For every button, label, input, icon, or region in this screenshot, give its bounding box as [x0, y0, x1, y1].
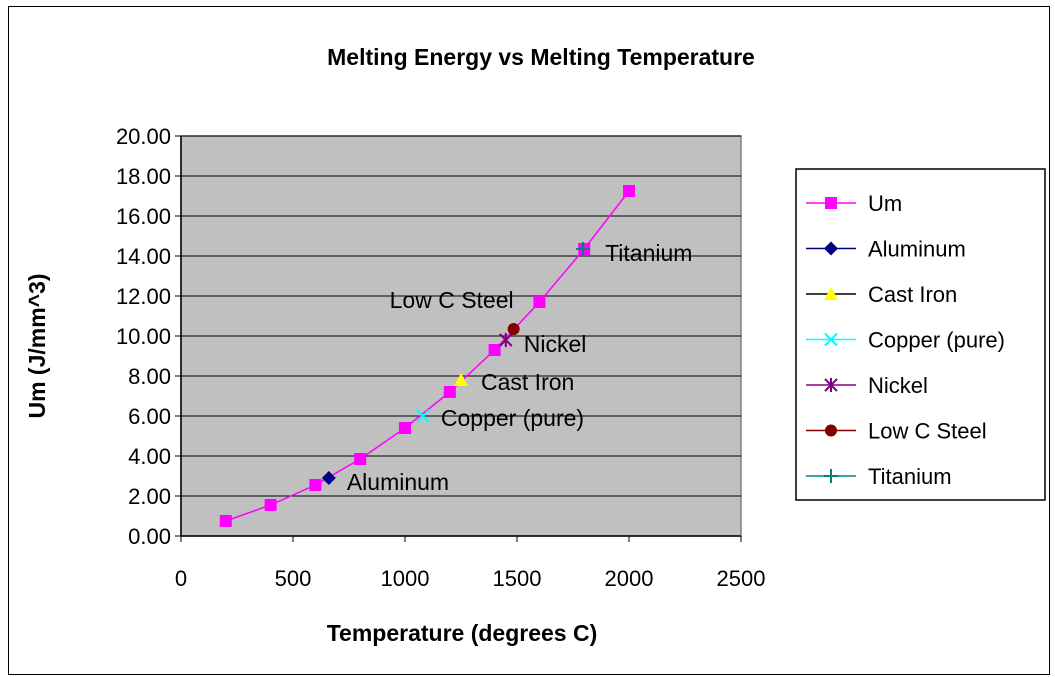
data-label-low-c-steel: Low C Steel	[390, 287, 514, 313]
legend-label: Copper (pure)	[868, 328, 1005, 353]
plot-area: 0.00 2.00 4.00 6.00 8.00 10.00 12.00 14.00 16.00…	[116, 124, 766, 591]
legend-item-titanium: Titanium	[806, 464, 952, 489]
legend-label: Cast Iron	[868, 282, 957, 307]
y-axis-title: Um (J/mm^3)	[24, 273, 50, 418]
series-aluminum: Aluminum	[321, 469, 449, 495]
series-um	[219, 185, 635, 527]
legend-item-aluminum: Aluminum	[806, 237, 966, 262]
data-point-um	[354, 453, 367, 465]
data-label-aluminum: Aluminum	[347, 469, 449, 495]
legend-marker	[824, 332, 838, 347]
legend-item-low-c-steel: Low C Steel	[806, 419, 987, 444]
data-point-um	[399, 422, 411, 434]
data-point-um	[488, 344, 501, 356]
data-label-cast-iron: Cast Iron	[481, 369, 574, 395]
series-titanium: Titanium	[576, 240, 692, 266]
x-tick-label: 1000	[381, 566, 430, 591]
y-tick-label: 16.00	[116, 204, 171, 229]
legend-label: Nickel	[868, 373, 928, 398]
legend-item-nickel: Nickel	[806, 373, 928, 398]
x-axis-title: Temperature (degrees C)	[327, 620, 598, 646]
y-tick-label: 6.00	[128, 404, 171, 429]
chart-title: Melting Energy vs Melting Temperature	[327, 44, 755, 70]
data-label-copper-pure: Copper (pure)	[441, 405, 584, 431]
y-tick-label: 4.00	[128, 444, 171, 469]
y-tick-label: 10.00	[116, 324, 171, 349]
y-tick-label: 14.00	[116, 244, 171, 269]
data-point-nickel	[499, 333, 513, 347]
series-low-c-steel: Low C Steel	[390, 287, 520, 335]
data-point-um	[623, 185, 635, 197]
data-label-nickel: Nickel	[524, 331, 587, 357]
data-point-titanium	[576, 242, 591, 256]
data-point-um	[443, 386, 456, 398]
y-tick-label: 20.00	[116, 124, 171, 149]
data-point-cast-iron	[454, 373, 468, 386]
legend: Um Aluminum Cast Iron Copper (pure) Nickel Lo…	[795, 168, 1046, 501]
data-label-titanium: Titanium	[605, 240, 692, 266]
chart-svg: Melting Energy vs Melting Temperature 0.…	[24, 44, 1046, 646]
y-tick-label: 2.00	[128, 484, 171, 509]
legend-item-cast-iron: Cast Iron	[806, 282, 957, 307]
legend-label: Low C Steel	[868, 419, 987, 444]
legend-label: Aluminum	[868, 237, 966, 262]
data-point-aluminum	[321, 471, 336, 485]
data-point-copper-pure	[416, 409, 430, 423]
legend-marker	[825, 424, 837, 437]
data-point-um	[533, 296, 546, 308]
legend-box	[795, 168, 1046, 501]
legend-marker	[824, 378, 838, 392]
legend-label: Um	[868, 191, 902, 216]
legend-marker	[825, 197, 837, 209]
x-tick-label: 2500	[717, 566, 766, 591]
legend-label: Titanium	[868, 464, 952, 489]
x-tick-label: 1500	[493, 566, 542, 591]
data-point-um	[309, 479, 322, 491]
legend-marker	[824, 241, 838, 256]
y-tick-label: 8.00	[128, 364, 171, 389]
legend-marker	[824, 469, 838, 483]
data-point-low-c-steel	[507, 323, 520, 335]
legend-marker	[824, 287, 838, 300]
y-tick-label: 12.00	[116, 284, 171, 309]
chart-frame: Melting Energy vs Melting Temperature 0.…	[8, 6, 1050, 675]
x-tick-label: 500	[275, 566, 312, 591]
y-tick-label: 0.00	[128, 524, 171, 549]
y-tick-label: 18.00	[116, 164, 171, 189]
x-tick-label: 2000	[605, 566, 654, 591]
data-point-um	[264, 499, 277, 511]
series-copper-pure: Copper (pure)	[416, 405, 584, 431]
data-point-um	[219, 515, 232, 527]
series-nickel: Nickel	[499, 331, 587, 357]
series-cast-iron: Cast Iron	[454, 369, 574, 395]
legend-item-um: Um	[806, 191, 902, 216]
series-line-um	[225, 190, 630, 522]
legend-item-copper-pure: Copper (pure)	[806, 328, 1005, 353]
x-tick-label: 0	[175, 566, 187, 591]
